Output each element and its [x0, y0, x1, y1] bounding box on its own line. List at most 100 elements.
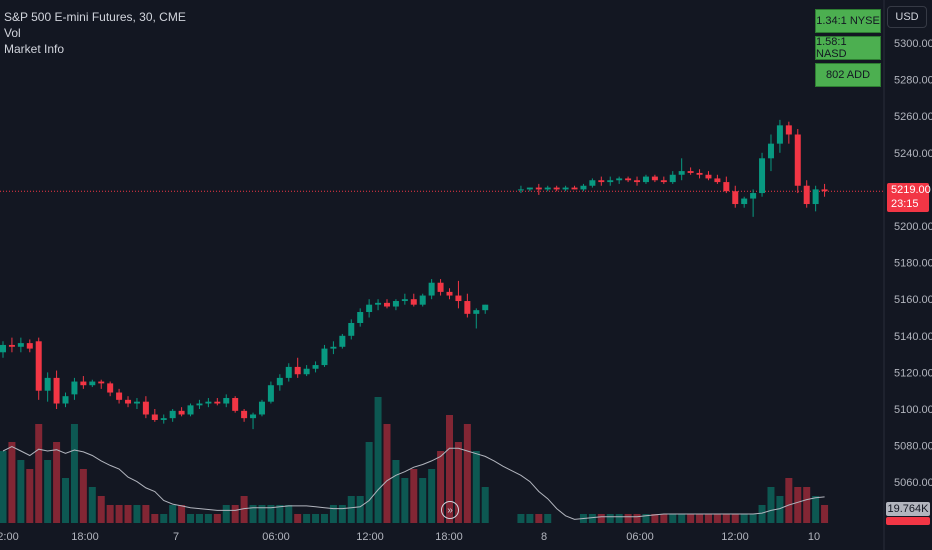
volume-bar — [696, 514, 704, 523]
candle-body — [660, 180, 667, 183]
volume-bar — [267, 505, 275, 523]
last-price-label: 5219.00 23:15 — [887, 183, 931, 212]
candle-body — [687, 171, 694, 173]
volume-bar — [258, 505, 266, 523]
y-tick-label: 5200.00 — [894, 221, 932, 233]
volume-bar — [758, 505, 766, 523]
volume-bar — [713, 514, 721, 523]
candle-body — [562, 187, 569, 190]
volume-bar — [588, 514, 596, 523]
y-tick-label: 5160.00 — [894, 294, 932, 306]
candle-body — [482, 304, 489, 311]
volume-bar — [472, 451, 480, 523]
volume-bar — [821, 505, 829, 523]
candle-body — [812, 189, 819, 205]
volume-bar — [195, 514, 203, 523]
volume-last-label — [886, 517, 930, 525]
candle-body — [741, 198, 748, 205]
candle-body — [544, 187, 551, 190]
candle-body — [53, 377, 60, 404]
volume-bar — [642, 514, 650, 523]
volume-bar — [785, 478, 793, 523]
volume-bar — [276, 505, 284, 523]
volume-bar — [151, 514, 159, 523]
candle-body — [464, 301, 471, 314]
volume-bar — [722, 514, 730, 523]
candle-body — [571, 187, 578, 190]
candle-body — [723, 182, 730, 192]
candle-body — [151, 414, 158, 420]
candle-body — [312, 365, 319, 369]
volume-bar — [133, 505, 141, 523]
y-tick-label: 5120.00 — [894, 367, 932, 379]
x-tick-label: 06:00 — [262, 531, 290, 543]
candle-body — [616, 178, 623, 181]
currency-button[interactable]: USD — [887, 6, 927, 28]
candle-body — [348, 322, 355, 336]
candle-body — [750, 193, 757, 199]
candle-body — [767, 143, 774, 159]
scroll-to-realtime-icon[interactable]: » — [441, 501, 459, 519]
volume-bar — [285, 505, 293, 523]
candle-body — [187, 405, 194, 415]
volume-bar — [428, 469, 436, 523]
volume-bar — [374, 397, 382, 523]
volume-bar — [767, 487, 775, 523]
volume-bar — [704, 514, 712, 523]
y-tick-label: 5060.00 — [894, 477, 932, 489]
candle-body — [392, 301, 399, 307]
candle-body — [642, 176, 649, 183]
candle-body — [410, 299, 417, 305]
candle-body — [35, 341, 42, 391]
x-tick-label: 10 — [808, 531, 820, 543]
volume-bar — [97, 496, 105, 523]
candle-body — [473, 310, 480, 314]
candle-body — [26, 343, 33, 349]
volume-bar — [204, 514, 212, 523]
volume-bar — [740, 514, 748, 523]
volume-bar — [437, 451, 445, 523]
vol-indicator-label: Vol — [4, 26, 21, 40]
volume-bar — [115, 505, 123, 523]
volume-bar — [70, 424, 78, 523]
volume-bar — [526, 514, 534, 523]
candle-body — [169, 410, 176, 419]
x-tick-label: 18:00 — [435, 531, 463, 543]
volume-bar — [178, 505, 186, 523]
volume-bar — [213, 514, 221, 523]
volume-bar — [169, 505, 177, 523]
candle-body — [446, 291, 453, 296]
volume-bar — [79, 469, 87, 523]
candle-body — [339, 335, 346, 347]
candle-body — [17, 343, 24, 347]
candle-body — [455, 295, 462, 302]
volume-bar — [633, 514, 641, 523]
candle-body — [437, 282, 444, 292]
volume-bar — [124, 505, 132, 523]
candle-body — [821, 189, 828, 192]
candle-body — [428, 282, 435, 296]
x-tick-label: 8 — [541, 531, 547, 543]
market-info-table: 1.34:1 NYSE 1.58:1 NASD 802 ADD — [815, 9, 881, 90]
bar-countdown: 23:15 — [891, 198, 919, 210]
candle-body — [267, 385, 274, 402]
x-tick-label: 12:00 — [356, 531, 384, 543]
y-tick-label: 5180.00 — [894, 258, 932, 270]
volume-bar — [187, 514, 195, 523]
y-tick-label: 5140.00 — [894, 331, 932, 343]
candle-body — [107, 383, 114, 393]
volume-bar — [294, 514, 302, 523]
volume-bar — [731, 514, 739, 523]
last-price-value: 5219.00 — [891, 184, 931, 196]
volume-bar — [463, 424, 471, 523]
candle-body — [651, 176, 658, 181]
candle-body — [125, 399, 132, 404]
x-tick-label: 12:00 — [721, 531, 749, 543]
volume-bar — [794, 487, 802, 523]
volume-bar — [383, 424, 391, 523]
candle-body — [241, 410, 248, 419]
volume-bar — [312, 514, 320, 523]
candle-body — [276, 377, 283, 386]
candle-body — [794, 134, 801, 186]
